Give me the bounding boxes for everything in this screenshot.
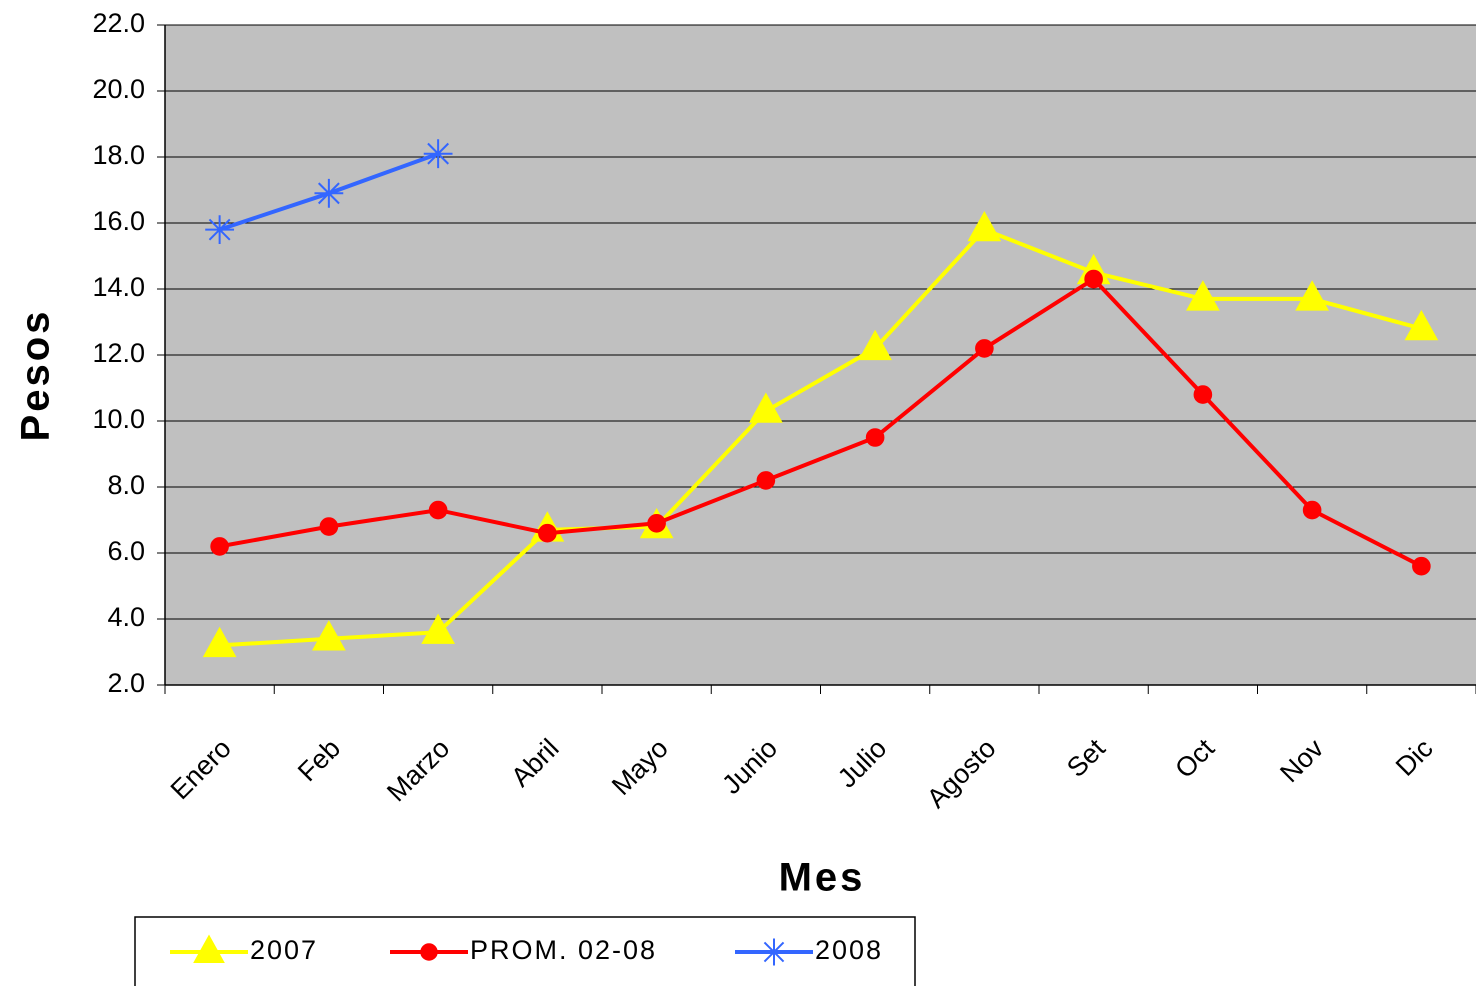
- marker: [760, 938, 788, 966]
- y-tick-label: 10.0: [92, 404, 145, 434]
- y-tick-label: 12.0: [92, 338, 145, 368]
- series-line: [219, 227, 1422, 648]
- y-tick-label: 4.0: [107, 602, 145, 632]
- y-tick-label: 18.0: [92, 140, 145, 170]
- marker: [428, 500, 448, 520]
- x-tick-label: Nov: [1274, 733, 1330, 789]
- marker: [421, 613, 455, 644]
- x-tick-label: Mayo: [606, 733, 674, 801]
- x-tick-label: Julio: [832, 733, 892, 793]
- series-line: [219, 276, 1423, 568]
- marker: [967, 210, 1002, 242]
- marker: [205, 215, 235, 244]
- marker: [1295, 280, 1329, 311]
- marker: [858, 329, 892, 361]
- marker: [1412, 556, 1431, 576]
- marker: [538, 523, 557, 543]
- y-tick-label: 2.0: [107, 668, 145, 698]
- y-tick-label: 8.0: [107, 470, 145, 500]
- y-tick-label: 22.0: [92, 8, 145, 38]
- marker: [1404, 309, 1439, 341]
- marker: [202, 626, 237, 658]
- marker: [756, 471, 776, 490]
- marker: [1193, 385, 1213, 404]
- x-tick-label: Feb: [292, 733, 346, 787]
- marker: [423, 139, 453, 169]
- marker: [314, 178, 344, 208]
- x-tick-label: Junio: [716, 733, 783, 800]
- marker: [1186, 280, 1220, 311]
- marker: [865, 428, 885, 447]
- marker: [312, 620, 346, 651]
- marker: [210, 537, 229, 556]
- marker: [319, 517, 339, 536]
- y-tick-label: 16.0: [92, 206, 145, 236]
- x-tick-label: Abril: [505, 733, 564, 792]
- marker: [420, 943, 438, 961]
- y-axis-title: Pesos: [14, 309, 58, 442]
- marker: [749, 392, 783, 423]
- x-tick-label: Marzo: [381, 733, 455, 807]
- x-tick-label: Oct: [1169, 733, 1220, 784]
- x-tick-label: Dic: [1390, 733, 1439, 782]
- y-tick-label: 20.0: [92, 74, 145, 104]
- marker: [193, 934, 225, 963]
- marker: [647, 514, 666, 533]
- x-tick-label: Agosto: [921, 733, 1002, 814]
- y-tick-label: 14.0: [92, 272, 145, 302]
- x-tick-label: Set: [1061, 733, 1111, 783]
- marker: [1302, 500, 1322, 520]
- legend-label: PROM. 02-08: [470, 935, 657, 965]
- y-tick-label: 6.0: [107, 536, 145, 566]
- x-tick-label: Enero: [165, 733, 237, 805]
- marker: [975, 339, 994, 358]
- marker: [1084, 269, 1103, 289]
- legend-label: 2008: [815, 935, 883, 965]
- legend-label: 2007: [250, 935, 318, 965]
- x-axis-title: Mes: [779, 856, 866, 900]
